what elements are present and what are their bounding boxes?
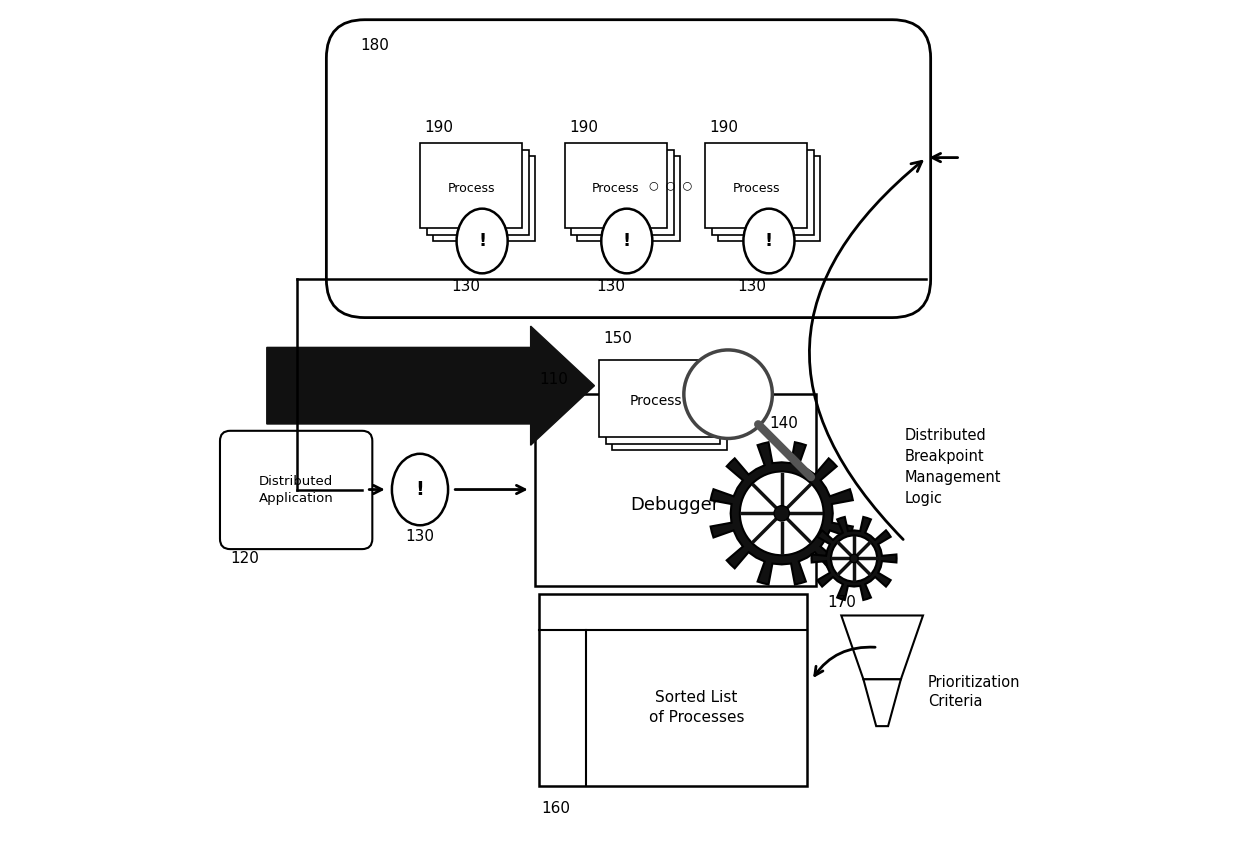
Text: 130: 130 — [596, 279, 625, 293]
Text: !: ! — [479, 232, 486, 250]
Circle shape — [849, 554, 858, 562]
Circle shape — [740, 471, 823, 555]
Text: Process: Process — [591, 182, 640, 195]
Text: 130: 130 — [738, 279, 766, 293]
Text: 180: 180 — [361, 38, 389, 53]
Text: Process: Process — [630, 394, 682, 408]
Circle shape — [683, 350, 773, 439]
Text: 150: 150 — [603, 331, 632, 346]
FancyBboxPatch shape — [427, 150, 529, 235]
Text: 130: 130 — [405, 529, 434, 544]
FancyBboxPatch shape — [578, 156, 680, 241]
Ellipse shape — [392, 454, 448, 525]
Text: Distributed
Breakpoint
Management
Logic: Distributed Breakpoint Management Logic — [905, 427, 1002, 505]
Ellipse shape — [601, 208, 652, 273]
Text: 170: 170 — [828, 595, 857, 610]
Text: Sorted List
of Processes: Sorted List of Processes — [649, 690, 744, 725]
Text: Distributed
Application: Distributed Application — [259, 475, 334, 505]
FancyBboxPatch shape — [564, 143, 667, 228]
FancyBboxPatch shape — [718, 156, 820, 241]
Text: !: ! — [765, 232, 773, 250]
FancyBboxPatch shape — [712, 150, 813, 235]
Polygon shape — [811, 517, 897, 600]
FancyBboxPatch shape — [605, 367, 720, 444]
Polygon shape — [863, 679, 901, 726]
FancyBboxPatch shape — [433, 156, 534, 241]
Text: Process: Process — [448, 182, 495, 195]
Text: Debugger: Debugger — [631, 497, 720, 515]
Text: 190: 190 — [424, 120, 454, 135]
FancyBboxPatch shape — [599, 360, 714, 437]
FancyBboxPatch shape — [539, 594, 807, 785]
Ellipse shape — [744, 208, 795, 273]
Text: !: ! — [622, 232, 631, 250]
Circle shape — [831, 535, 877, 581]
FancyBboxPatch shape — [706, 143, 807, 228]
Polygon shape — [711, 442, 853, 585]
Ellipse shape — [456, 208, 507, 273]
Text: 190: 190 — [709, 120, 738, 135]
Text: 160: 160 — [542, 801, 570, 817]
FancyBboxPatch shape — [420, 143, 522, 228]
Text: Prioritization
Criteria: Prioritization Criteria — [928, 675, 1021, 709]
Text: 120: 120 — [231, 551, 259, 566]
Polygon shape — [841, 616, 923, 679]
Text: 190: 190 — [569, 120, 598, 135]
Circle shape — [774, 506, 790, 521]
Text: !: ! — [415, 480, 424, 499]
Text: Process: Process — [733, 182, 780, 195]
FancyBboxPatch shape — [534, 394, 816, 586]
Text: 140: 140 — [769, 416, 797, 432]
Text: 130: 130 — [451, 279, 480, 293]
Text: 110: 110 — [539, 372, 568, 388]
FancyArrow shape — [267, 326, 594, 445]
FancyBboxPatch shape — [326, 20, 931, 317]
FancyBboxPatch shape — [572, 150, 673, 235]
Text: ○  ○  ○: ○ ○ ○ — [650, 181, 693, 190]
FancyBboxPatch shape — [613, 374, 727, 451]
FancyBboxPatch shape — [219, 431, 372, 549]
